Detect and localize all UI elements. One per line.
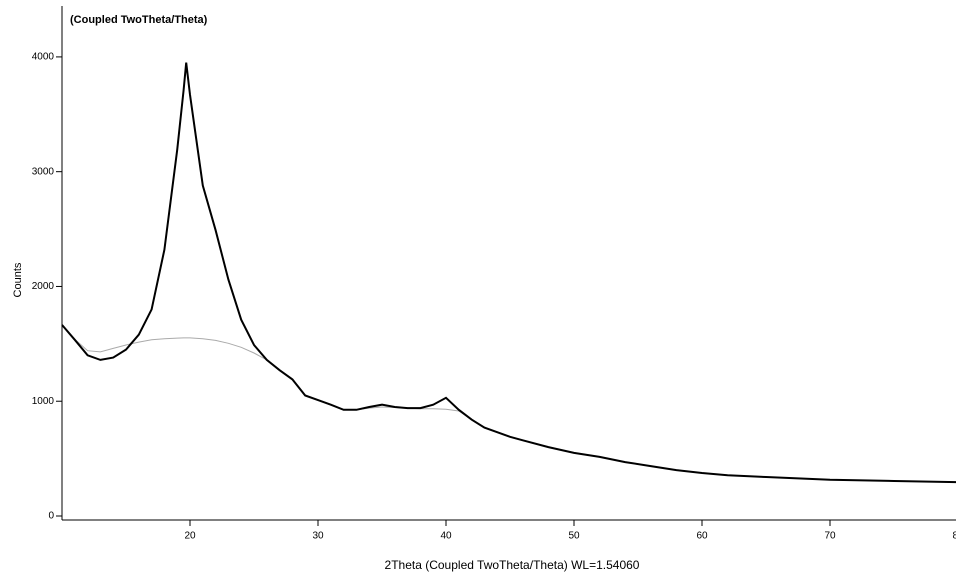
x-tick-label: 40 (440, 531, 452, 542)
x-tick-label: 80 (952, 531, 956, 542)
x-axis-label: 2Theta (Coupled TwoTheta/Theta) WL=1.540… (385, 558, 640, 572)
x-tick-label: 70 (824, 531, 836, 542)
y-axis-label: Counts (12, 262, 24, 297)
y-tick-label: 1000 (32, 396, 55, 407)
x-tick-label: 20 (184, 531, 196, 542)
x-tick-label: 60 (696, 531, 708, 542)
y-tick-label: 3000 (32, 166, 55, 177)
x-tick-label: 30 (312, 531, 324, 542)
y-tick-label: 2000 (32, 281, 55, 292)
x-tick-label: 50 (568, 531, 580, 542)
y-tick-label: 0 (48, 511, 54, 522)
series-line (61, 62, 956, 484)
chart-title: (Coupled TwoTheta/Theta) (70, 14, 208, 26)
series-line (61, 324, 956, 483)
y-tick-label: 4000 (32, 52, 55, 63)
